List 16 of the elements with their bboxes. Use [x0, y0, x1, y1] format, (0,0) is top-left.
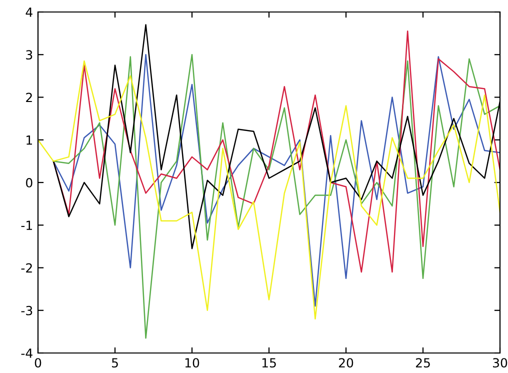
- y-tick-label: -1: [21, 220, 32, 230]
- x-tick-label: 20: [338, 358, 354, 368]
- y-tick-label: 4: [26, 8, 32, 17]
- x-tick-label: 30: [493, 358, 508, 368]
- x-tick-label: 5: [112, 358, 118, 368]
- y-tick-label: 3: [26, 50, 32, 60]
- y-tick-label: -2: [21, 263, 32, 272]
- x-tick-label: 10: [185, 358, 200, 368]
- y-tick-label: -4: [21, 348, 32, 358]
- y-tick-label: 2: [26, 92, 32, 102]
- x-tick-label: 0: [34, 358, 42, 368]
- x-tick-label: 15: [262, 358, 276, 368]
- y-tick-label: 1: [26, 136, 32, 145]
- x-tick-label: 25: [416, 358, 430, 368]
- y-tick-label: -3: [21, 306, 32, 316]
- y-tick-label: 0: [26, 178, 32, 188]
